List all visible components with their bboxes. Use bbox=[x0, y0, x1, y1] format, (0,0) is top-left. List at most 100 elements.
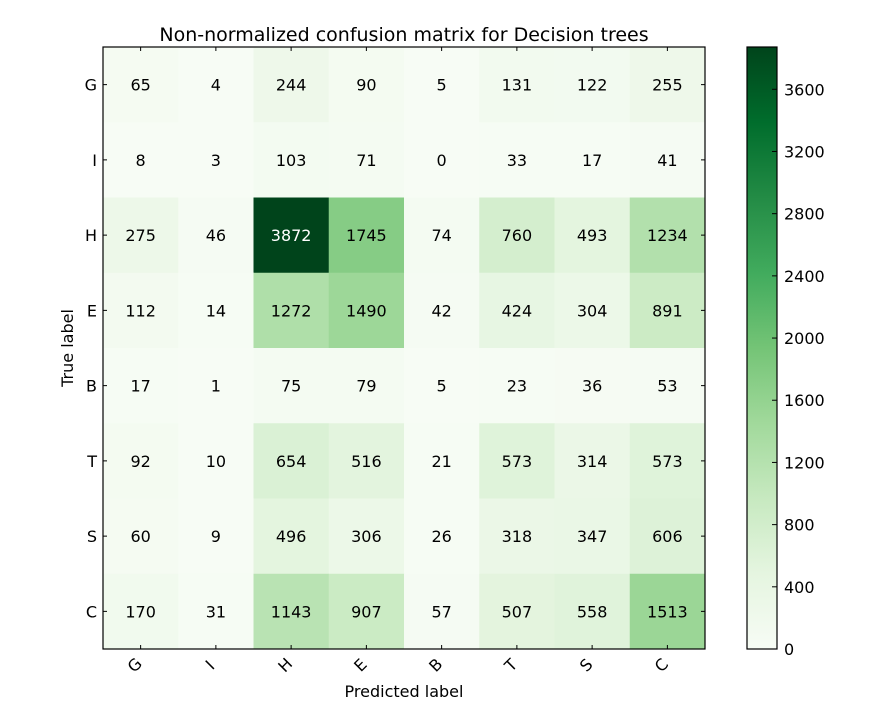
heatmap-cell bbox=[554, 423, 631, 499]
cell-value-label: 516 bbox=[351, 452, 382, 471]
cell-value-label: 1490 bbox=[346, 301, 387, 320]
x-tick-label: S bbox=[576, 655, 597, 676]
heatmap-cell bbox=[328, 573, 405, 650]
cell-value-label: 3872 bbox=[271, 226, 312, 245]
cell-value-label: 1513 bbox=[647, 602, 688, 621]
heatmap-cell bbox=[554, 498, 631, 575]
colorbar-tick-label: 2400 bbox=[784, 267, 825, 286]
cell-value-label: 74 bbox=[431, 226, 451, 245]
heatmap-cell bbox=[479, 197, 555, 274]
cell-value-label: 42 bbox=[431, 301, 451, 320]
cell-value-label: 79 bbox=[356, 377, 376, 396]
cell-value-label: 306 bbox=[351, 527, 382, 546]
heatmap-cell bbox=[629, 348, 706, 424]
heatmap-cell bbox=[629, 498, 706, 575]
heatmap-cell bbox=[479, 423, 555, 499]
axis-ticks bbox=[103, 47, 705, 649]
x-tick-label: G bbox=[124, 654, 146, 676]
cell-value-label: 21 bbox=[431, 452, 451, 471]
y-tick-label: G bbox=[85, 76, 97, 95]
heatmap-cell bbox=[554, 573, 631, 650]
y-tick-label: B bbox=[86, 377, 97, 396]
heatmap-cell bbox=[253, 197, 330, 274]
y-axis-label: True label bbox=[58, 309, 77, 388]
heatmap-cell bbox=[404, 47, 480, 123]
heatmap-cell bbox=[554, 47, 631, 123]
heatmap-cell bbox=[328, 498, 405, 575]
heatmap-cell bbox=[554, 272, 631, 349]
y-tick-label: E bbox=[87, 301, 97, 320]
heatmap-cell bbox=[178, 122, 254, 198]
cell-value-label: 573 bbox=[502, 452, 533, 471]
cell-value-label: 255 bbox=[652, 76, 683, 95]
heatmap-cell bbox=[103, 272, 179, 349]
cell-value-label: 17 bbox=[130, 377, 150, 396]
cell-value-label: 493 bbox=[577, 226, 608, 245]
cell-value-label: 318 bbox=[502, 527, 533, 546]
cell-value-label: 92 bbox=[130, 452, 150, 471]
cell-value-label: 1 bbox=[211, 377, 221, 396]
cell-value-label: 244 bbox=[276, 76, 307, 95]
heatmap-cell bbox=[479, 348, 555, 424]
cell-value-label: 31 bbox=[206, 602, 226, 621]
heatmap-cells bbox=[103, 47, 706, 650]
cell-value-label: 558 bbox=[577, 602, 608, 621]
colorbar-tick-label: 0 bbox=[784, 640, 794, 659]
heatmap-cell bbox=[178, 272, 254, 349]
x-tick-label: B bbox=[425, 655, 446, 676]
heatmap-cell bbox=[328, 47, 405, 123]
heatmap-cell bbox=[629, 122, 706, 198]
cell-value-label: 907 bbox=[351, 602, 382, 621]
cell-value-label: 4 bbox=[211, 76, 221, 95]
heatmap-cell bbox=[328, 348, 405, 424]
cell-value-label: 9 bbox=[211, 527, 221, 546]
y-tick-label: T bbox=[86, 452, 97, 471]
colorbar-tick-label: 1600 bbox=[784, 391, 825, 410]
cell-value-label: 33 bbox=[507, 151, 527, 170]
heatmap-cell bbox=[103, 573, 179, 650]
heatmap-cell bbox=[103, 498, 179, 575]
heatmap-cell bbox=[253, 498, 330, 575]
heatmap-cell bbox=[253, 348, 330, 424]
heatmap-cell bbox=[404, 348, 480, 424]
heatmap-cell bbox=[328, 197, 405, 274]
cell-value-label: 57 bbox=[431, 602, 451, 621]
cell-value-label: 60 bbox=[130, 527, 150, 546]
cell-value-label: 891 bbox=[652, 301, 683, 320]
cell-value-label: 304 bbox=[577, 301, 608, 320]
heatmap-cell bbox=[328, 423, 405, 499]
heatmap-cell bbox=[328, 272, 405, 349]
cell-value-label: 75 bbox=[281, 377, 301, 396]
colorbar-tick-label: 3200 bbox=[784, 142, 825, 161]
y-tick-label: H bbox=[85, 226, 97, 245]
x-tick-label: I bbox=[202, 657, 219, 674]
cell-value-label: 606 bbox=[652, 527, 683, 546]
colorbar-tick-label: 2000 bbox=[784, 329, 825, 348]
heatmap-cell bbox=[404, 423, 480, 499]
heatmap-cell bbox=[404, 498, 480, 575]
heatmap-cell bbox=[629, 197, 706, 274]
cell-value-label: 1272 bbox=[271, 301, 312, 320]
heatmap-cell bbox=[178, 498, 254, 575]
heatmap-cell bbox=[404, 573, 480, 650]
heatmap-cell bbox=[554, 197, 631, 274]
cell-value-label: 65 bbox=[130, 76, 150, 95]
cell-value-label: 496 bbox=[276, 527, 307, 546]
colorbar-tick-label: 1200 bbox=[784, 453, 825, 472]
heatmap-cell bbox=[103, 122, 179, 198]
cell-value-label: 23 bbox=[507, 377, 527, 396]
cell-value-label: 1745 bbox=[346, 226, 387, 245]
heatmap-cell bbox=[103, 423, 179, 499]
cell-value-label: 314 bbox=[577, 452, 608, 471]
heatmap-cell bbox=[629, 272, 706, 349]
colorbar-tick-label: 3600 bbox=[784, 80, 825, 99]
cell-value-label: 131 bbox=[502, 76, 533, 95]
cell-value-label: 5 bbox=[437, 76, 447, 95]
heatmap-cell bbox=[404, 197, 480, 274]
cell-value-label: 53 bbox=[657, 377, 677, 396]
x-tick-label: E bbox=[350, 655, 371, 676]
heatmap-cell bbox=[479, 122, 555, 198]
heatmap-cell bbox=[253, 47, 330, 123]
